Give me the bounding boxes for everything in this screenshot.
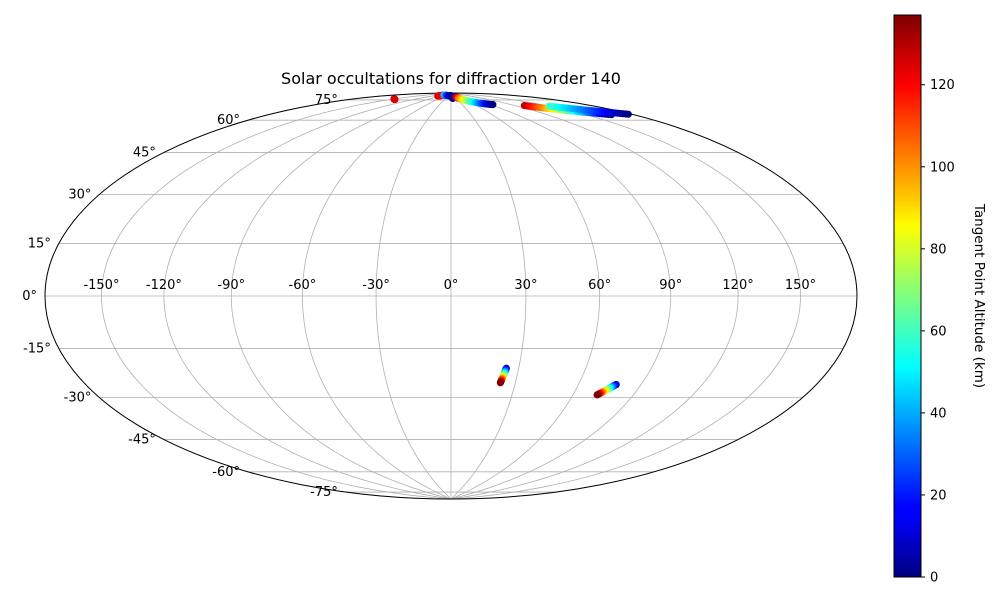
latitude-tick-label: -75° (310, 485, 338, 500)
longitude-tick-label: 0° (444, 278, 459, 293)
longitude-tick-label: 30° (514, 278, 537, 293)
longitude-tick-label: 150° (785, 278, 816, 293)
longitude-tick-label: -60° (289, 278, 317, 293)
latitude-tick-label: -60° (212, 465, 240, 480)
latitude-tick-label: -45° (128, 433, 156, 448)
latitude-tick-label: -30° (64, 391, 92, 406)
longitude-tick-labels: -150° -120° -90° -60° -30° 0° 30° 60° 90° 120° 150… (83, 278, 816, 293)
longitude-tick-label: -90° (217, 278, 245, 293)
longitude-tick-label: -30° (362, 278, 390, 293)
colorbar-tick-label: 80 (930, 242, 947, 257)
longitude-tick-label: 120° (722, 278, 753, 293)
latitude-tick-label: 15° (28, 236, 51, 251)
occultation-points (390, 91, 632, 399)
latitude-tick-label: 75° (315, 93, 338, 108)
colorbar-tick-label: 40 (930, 406, 947, 421)
longitude-tick-label: -150° (83, 278, 119, 293)
latitude-tick-label: 45° (133, 145, 156, 160)
longitude-tick-label: -120° (146, 278, 182, 293)
colorbar-tick-label: 20 (930, 488, 947, 503)
occultation-point (624, 110, 632, 118)
colorbar-tick-label: 100 (930, 160, 955, 175)
chart-title: Solar occultations for diffraction order… (281, 69, 621, 88)
occultation-point (489, 101, 497, 109)
colorbar-tick-label: 60 (930, 324, 947, 339)
occultation-point (593, 391, 601, 399)
latitude-tick-label: 60° (217, 113, 240, 128)
latitude-tick-label: -15° (23, 342, 51, 357)
colorbar-label: Tangent Point Altitude (km) (971, 203, 987, 388)
latitude-tick-labels: 75° 60° 45° 30° 15° 0° -15° -30° -45° -60° -75° (22, 93, 338, 500)
latitude-tick-label: 0° (22, 289, 37, 304)
occultation-point (391, 95, 399, 104)
occultation-point (496, 379, 504, 387)
longitude-tick-label: 90° (659, 278, 682, 293)
colorbar-scale (893, 14, 922, 578)
longitude-tick-label: 60° (588, 278, 611, 293)
colorbar-ticks: 0 20 40 60 80 100 120 (921, 78, 955, 586)
graticule (45, 93, 857, 499)
colorbar-tick-label: 0 (930, 571, 938, 586)
colorbar-tick-label: 120 (930, 78, 955, 93)
latitude-tick-label: 30° (68, 188, 91, 203)
colorbar: 0 20 40 60 80 100 120 Tangent Point Altitude (… (893, 14, 987, 586)
